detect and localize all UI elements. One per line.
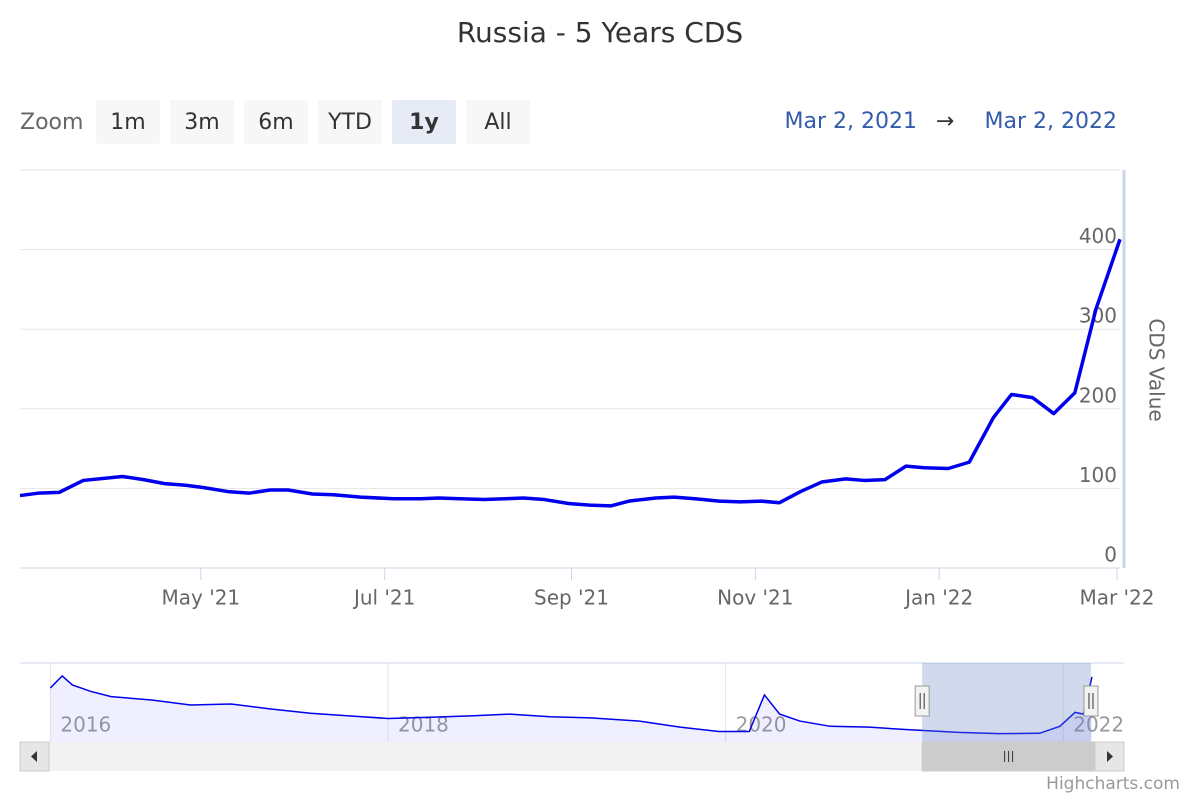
x-tick-label: Jan '22 xyxy=(903,586,973,610)
navigator-handle[interactable] xyxy=(1083,685,1099,717)
zoom-button-label[interactable]: YTD xyxy=(327,110,372,135)
zoom-button[interactable] xyxy=(392,100,456,144)
range-arrow: → xyxy=(936,109,954,134)
scrollbar-right-arrow xyxy=(1107,751,1113,762)
zoom-button-label[interactable]: All xyxy=(484,110,511,135)
y-axis-title: CDS Value xyxy=(1145,318,1169,421)
zoom-button[interactable] xyxy=(318,100,382,144)
navigator-line xyxy=(49,674,1093,735)
x-tick-label: Jul '21 xyxy=(352,586,415,610)
navigator-selection[interactable] xyxy=(922,663,1091,742)
zoom-button-label[interactable]: 3m xyxy=(184,110,219,135)
zoom-button[interactable] xyxy=(466,100,530,144)
y-tick-label: 100 xyxy=(1079,463,1117,487)
zoom-button-label[interactable]: 6m xyxy=(258,110,293,135)
range-from[interactable]: Mar 2, 2021 xyxy=(785,109,917,134)
range-to[interactable]: Mar 2, 2022 xyxy=(985,109,1117,134)
navigator-tick-label: 2022 xyxy=(1073,713,1124,737)
x-tick-label: Mar '22 xyxy=(1079,586,1154,610)
x-tick-label: Sep '21 xyxy=(534,586,609,610)
navigator-handle[interactable] xyxy=(914,685,930,717)
data-line xyxy=(19,238,1122,508)
zoom-label: Zoom xyxy=(20,110,83,135)
zoom-button[interactable] xyxy=(170,100,234,144)
y-tick-label: 200 xyxy=(1079,383,1117,407)
navigator-area xyxy=(50,675,1092,742)
navigator-tick-label: 2016 xyxy=(60,713,111,737)
navigator-tick-label: 2020 xyxy=(736,713,787,737)
zoom-button[interactable] xyxy=(244,100,308,144)
zoom-button[interactable] xyxy=(96,100,160,144)
y-tick-label: 0 xyxy=(1104,543,1117,567)
credit[interactable]: Highcharts.com xyxy=(1046,774,1180,794)
zoom-button-label[interactable]: 1m xyxy=(110,110,145,135)
scrollbar-left-arrow xyxy=(31,751,37,762)
chart-title: Russia - 5 Years CDS xyxy=(457,16,743,49)
y-tick-label: 400 xyxy=(1079,224,1117,248)
x-tick-label: May '21 xyxy=(161,586,240,610)
x-tick-label: Nov '21 xyxy=(717,586,793,610)
zoom-button-label[interactable]: 1y xyxy=(409,110,439,135)
